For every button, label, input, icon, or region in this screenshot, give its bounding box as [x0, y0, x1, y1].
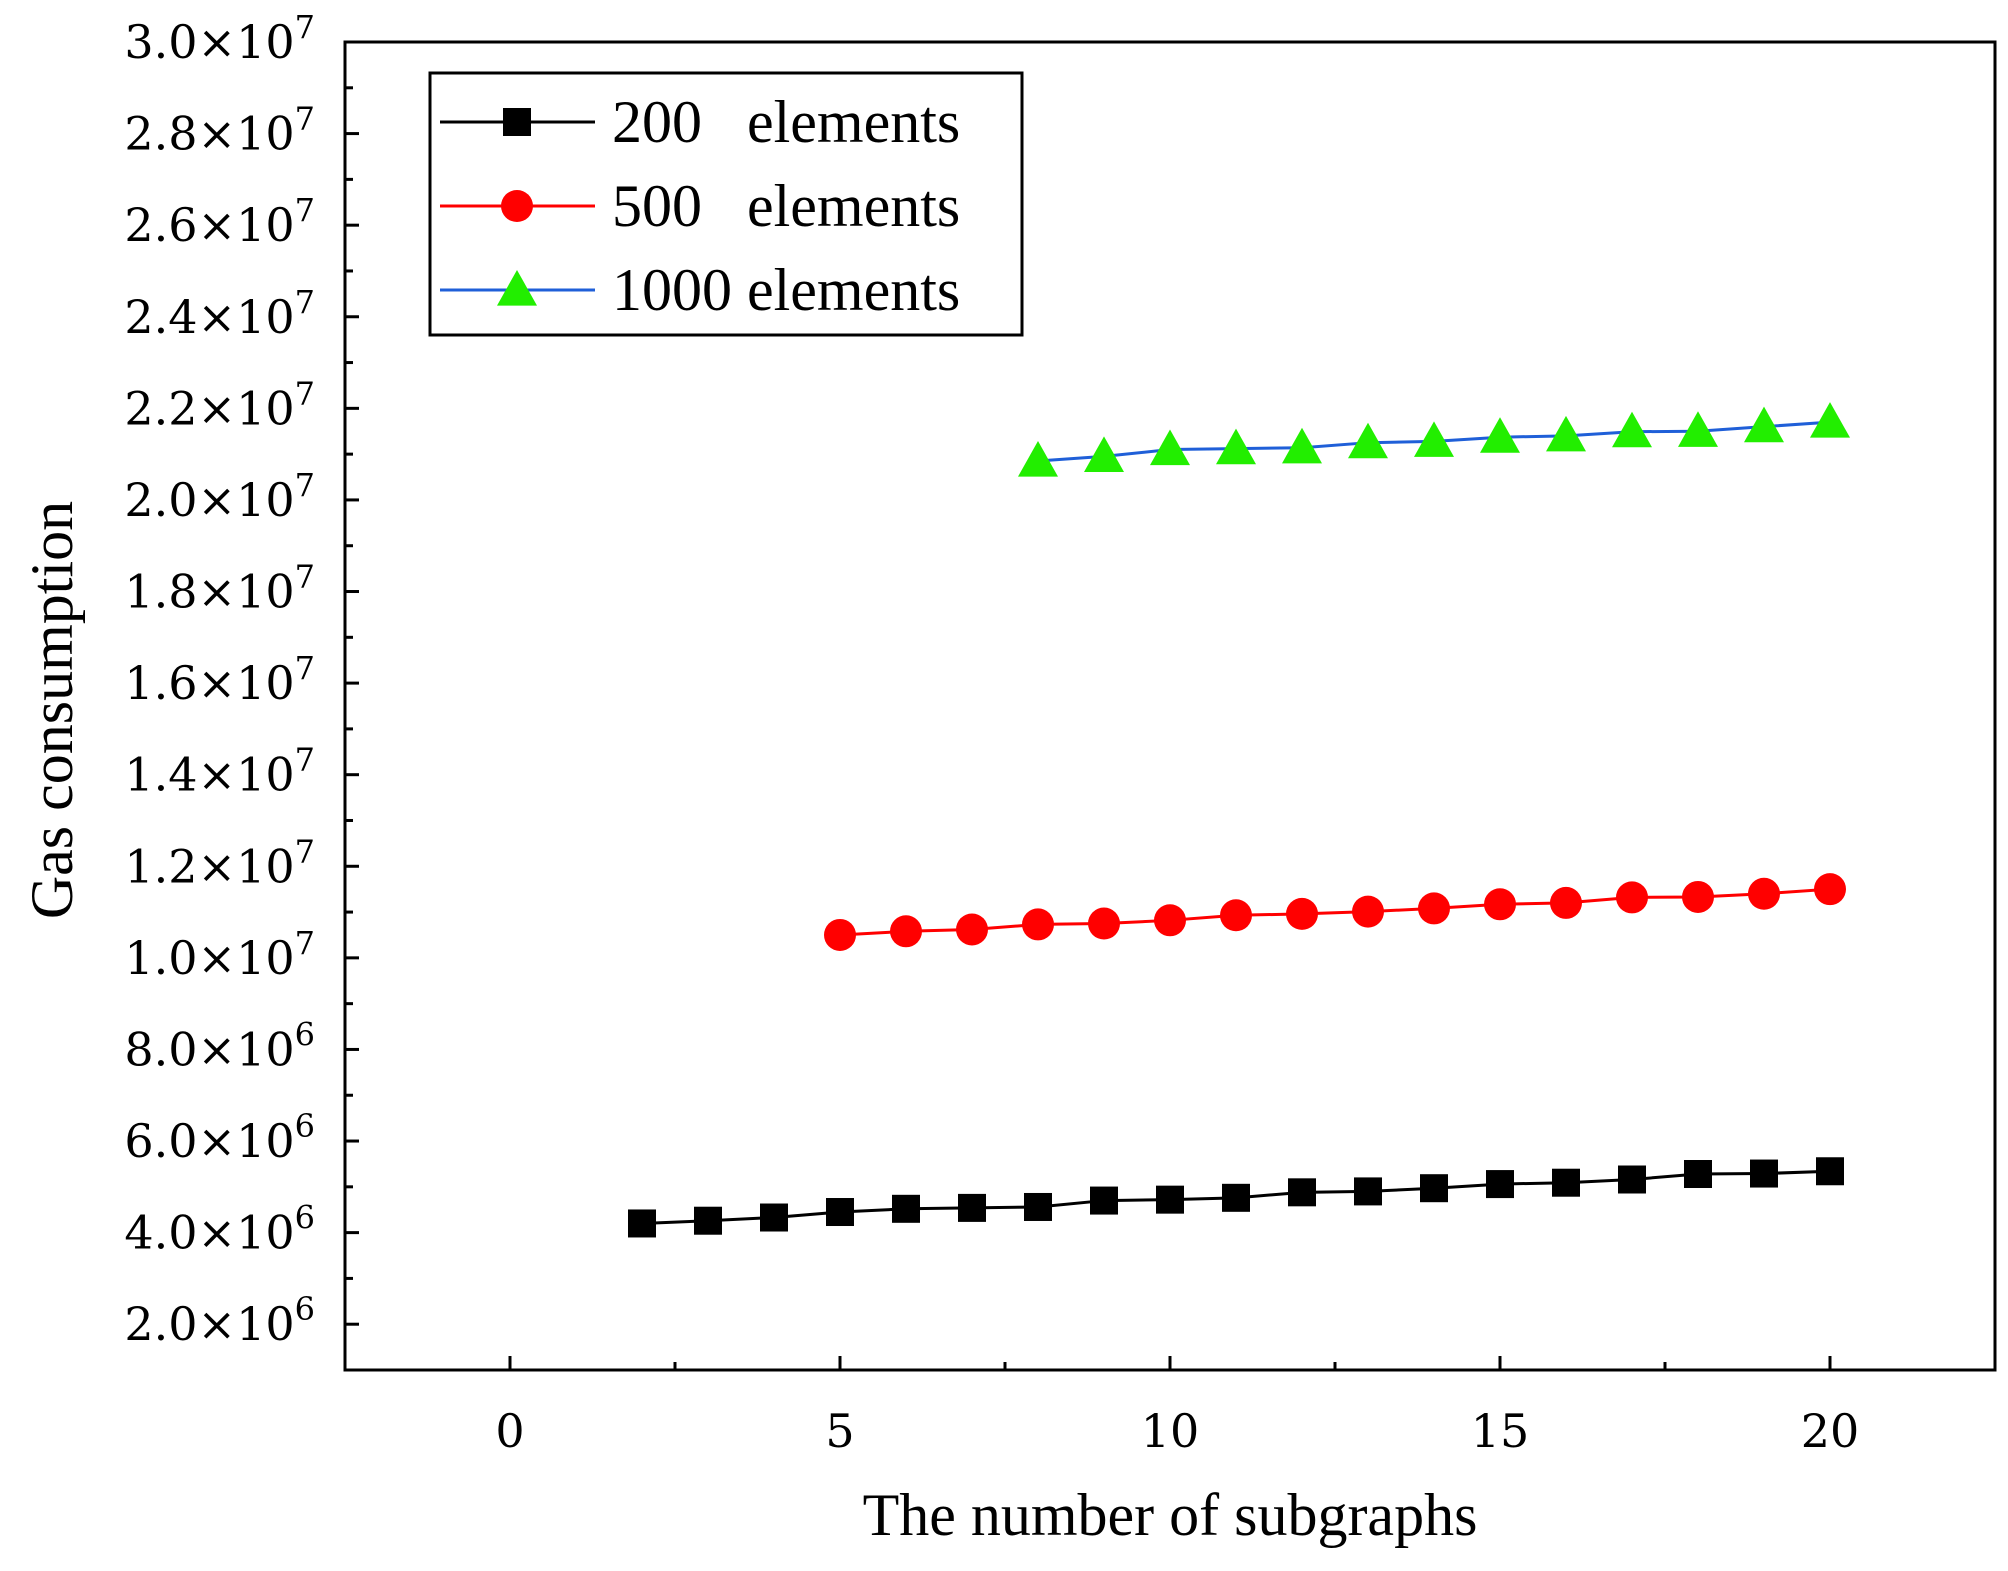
x-tick-label: 5: [825, 1404, 854, 1458]
y-tick-label: 6.0×106: [124, 1107, 315, 1168]
data-point-square: [760, 1203, 788, 1232]
data-point-circle: [1484, 888, 1516, 921]
data-point-triangle: [1546, 415, 1586, 452]
data-point-circle: [1616, 881, 1648, 914]
x-tick-label: 10: [1141, 1404, 1200, 1458]
data-point-square: [694, 1206, 722, 1235]
y-axis-title: Gas consumption: [19, 501, 85, 919]
y-tick-label: 1.8×107: [124, 558, 315, 619]
series-2: [1018, 402, 1850, 477]
data-point-triangle: [497, 270, 537, 306]
y-tick-label: 1.0×107: [124, 924, 315, 985]
legend-label: 500 elements: [612, 173, 960, 239]
data-point-circle: [1088, 907, 1120, 940]
data-point-circle: [1418, 892, 1450, 925]
data-point-square: [1750, 1159, 1778, 1188]
y-tick-label: 3.0×107: [124, 8, 315, 69]
data-point-triangle: [1018, 441, 1058, 477]
data-point-triangle: [1084, 436, 1124, 473]
data-point-triangle: [1810, 402, 1850, 438]
data-point-circle: [1220, 899, 1252, 932]
data-point-triangle: [1414, 421, 1454, 457]
y-tick-label: 1.6×107: [124, 649, 315, 710]
data-point-circle: [1682, 880, 1714, 913]
data-point-square: [892, 1194, 920, 1223]
y-tick-label: 2.4×107: [124, 283, 315, 344]
data-point-circle: [1550, 886, 1582, 919]
series-line: [839, 887, 1831, 937]
x-axis-title: The number of subgraphs: [863, 1482, 1478, 1548]
legend-item: 500 elements: [440, 173, 960, 239]
data-point-square: [958, 1193, 986, 1222]
data-point-square: [1156, 1185, 1184, 1214]
series-0: [628, 1157, 1844, 1238]
x-tick-label: 15: [1471, 1404, 1530, 1458]
y-tick-label: 2.2×107: [124, 374, 315, 435]
data-point-circle: [890, 915, 922, 948]
data-point-circle: [1814, 873, 1846, 906]
y-tick-label: 1.4×107: [124, 741, 315, 802]
y-tick-label: 2.0×106: [124, 1290, 315, 1351]
data-point-square: [826, 1198, 854, 1227]
y-tick-label: 2.0×107: [124, 466, 315, 527]
y-tick-label: 4.0×106: [124, 1199, 315, 1260]
series-1: [824, 873, 1846, 951]
x-tick-label: 0: [495, 1404, 524, 1458]
data-point-circle: [1022, 908, 1054, 941]
legend-label: 200 elements: [612, 89, 960, 155]
data-point-square: [1486, 1170, 1514, 1199]
data-point-square: [1816, 1157, 1844, 1186]
data-point-square: [1354, 1177, 1382, 1206]
data-point-square: [1222, 1183, 1250, 1212]
data-point-circle: [1154, 904, 1186, 937]
data-point-square: [1420, 1174, 1448, 1203]
data-point-square: [1552, 1168, 1580, 1197]
data-point-triangle: [1150, 429, 1190, 466]
data-point-triangle: [1216, 428, 1256, 465]
data-point-triangle: [1480, 417, 1520, 453]
data-point-triangle: [1612, 411, 1652, 448]
data-point-square: [1024, 1192, 1052, 1221]
legend-item: 200 elements: [440, 89, 960, 155]
data-point-triangle: [1282, 427, 1322, 464]
legend: 200 elements 500 elements 1000 elements: [428, 71, 1024, 337]
data-point-circle: [956, 913, 988, 946]
data-point-circle: [1286, 897, 1318, 930]
data-point-square: [503, 108, 531, 136]
y-tick-label: 8.0×106: [124, 1015, 315, 1076]
y-tick-label: 2.6×107: [124, 191, 315, 252]
data-point-square: [1090, 1186, 1118, 1215]
series-layer: [628, 402, 1850, 1238]
data-point-circle: [824, 918, 856, 951]
legend-item: 1000 elements: [440, 257, 960, 323]
legend-label: 1000 elements: [612, 257, 960, 323]
y-tick-label: 1.2×107: [124, 832, 315, 893]
data-point-square: [1288, 1178, 1316, 1207]
x-tick-label: 20: [1801, 1404, 1860, 1458]
data-point-triangle: [1348, 422, 1388, 459]
y-axis-ticks: 2.0×106 4.0×106 6.0×106 8.0×106 1.0×107 1.2×1…: [124, 8, 359, 1351]
data-point-square: [628, 1209, 656, 1238]
data-point-circle: [501, 190, 533, 222]
data-point-square: [1618, 1165, 1646, 1194]
y-tick-label: 2.8×107: [124, 100, 315, 161]
x-axis-ticks: 0 5 10 15 20: [495, 1356, 1859, 1458]
data-point-circle: [1352, 895, 1384, 928]
data-point-triangle: [1678, 411, 1718, 447]
data-point-circle: [1748, 877, 1780, 910]
data-point-square: [1684, 1160, 1712, 1189]
data-point-triangle: [1744, 406, 1784, 443]
